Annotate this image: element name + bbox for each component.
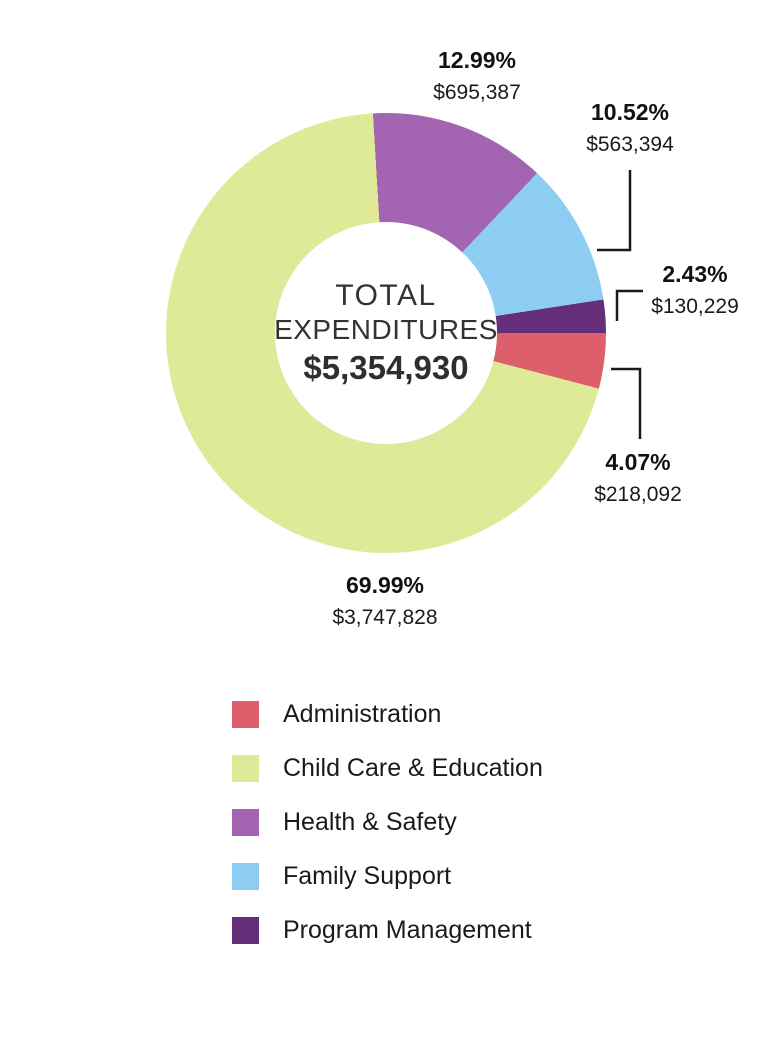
slice-amount: $218,092 [594,482,682,506]
slice-amount: $130,229 [651,294,739,318]
slice-percent: 4.07% [605,449,671,475]
legend-item-child-care-education: Child Care & Education [232,755,543,782]
legend-label: Health & Safety [283,808,457,836]
donut-hole [275,222,497,444]
slice-percent: 2.43% [662,261,728,287]
legend: Administration Child Care & Education He… [232,701,543,944]
legend-item-health-safety: Health & Safety [232,809,543,836]
slice-label-program-management: 2.43% $130,229 [595,260,768,319]
slice-label-health-safety: 12.99% $695,387 [377,46,577,105]
legend-item-administration: Administration [232,701,543,728]
legend-item-family-support: Family Support [232,863,543,890]
legend-swatch-child-care-education [232,755,259,782]
slice-percent: 12.99% [437,47,516,73]
slice-amount: $563,394 [586,132,674,156]
legend-label: Family Support [283,862,452,890]
legend-swatch-program-management [232,917,259,944]
slice-percent: 10.52% [590,99,669,125]
legend-label: Administration [283,700,442,728]
slice-amount: $3,747,828 [332,605,438,629]
slice-percent: 69.99% [345,572,424,598]
callout-line-administration [611,367,642,439]
legend-swatch-administration [232,701,259,728]
donut-center-label: TOTAL EXPENDITURES $5,354,930 [166,113,606,553]
center-title-line1: TOTAL [335,278,437,312]
legend-swatch-family-support [232,863,259,890]
center-total-value: $5,354,930 [303,349,469,387]
legend-label: Program Management [283,916,532,944]
donut-chart: TOTAL EXPENDITURES $5,354,930 [166,113,606,553]
slice-amount: $695,387 [433,80,521,104]
legend-label: Child Care & Education [283,754,543,782]
legend-swatch-health-safety [232,809,259,836]
slice-label-administration: 4.07% $218,092 [538,448,738,507]
legend-item-program-management: Program Management [232,917,543,944]
slice-label-child-care-education: 69.99% $3,747,828 [285,571,485,630]
center-title-line2: EXPENDITURES [274,313,498,345]
slice-label-family-support: 10.52% $563,394 [530,98,730,157]
